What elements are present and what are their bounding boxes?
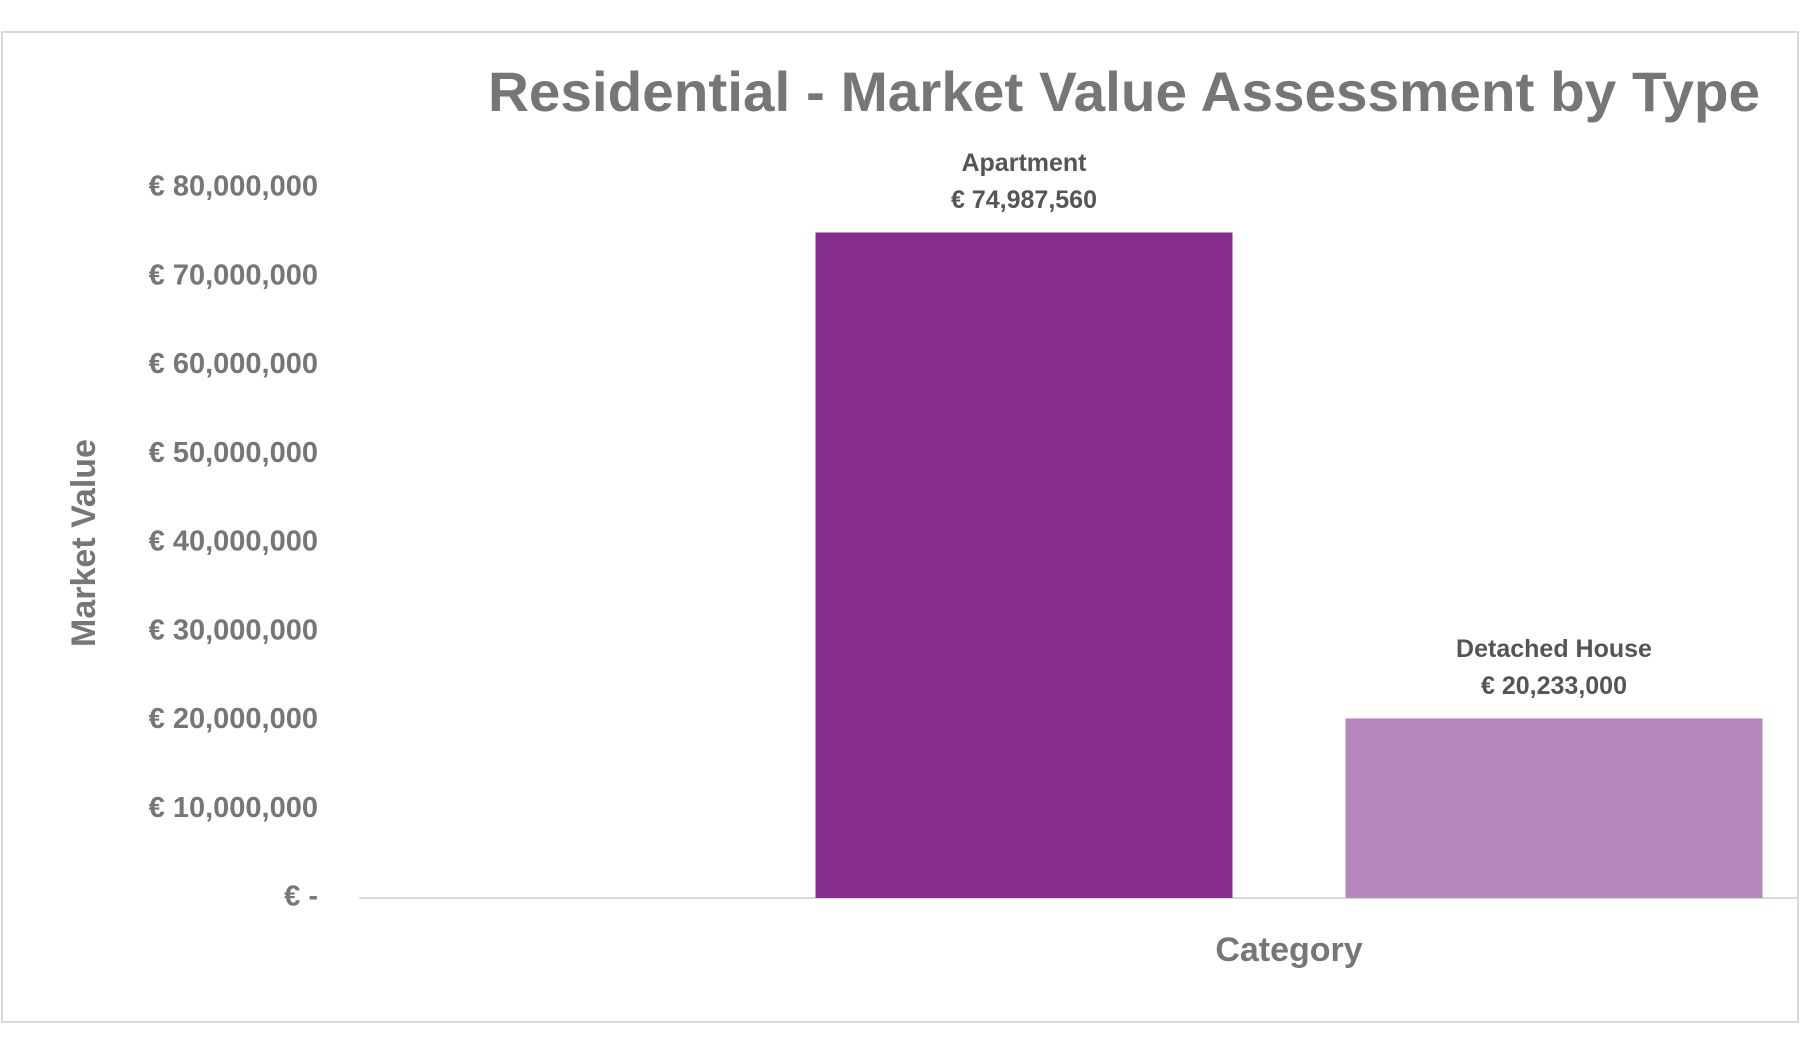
data-label-category: Apartment	[961, 149, 1087, 177]
bar	[815, 232, 1233, 898]
y-tick-label: € 50,000,000	[149, 437, 318, 469]
y-axis-title: Market Value	[65, 439, 103, 647]
y-tick-label: € -	[284, 881, 318, 913]
y-tick-label: € 70,000,000	[149, 259, 318, 291]
data-label-value: € 20,233,000	[1481, 672, 1627, 700]
data-label-category: Detached House	[1456, 635, 1652, 663]
y-tick-label: € 40,000,000	[149, 526, 318, 558]
chart-title: Residential - Market Value Assessment by…	[488, 60, 1760, 123]
bar	[1345, 718, 1763, 898]
y-tick-label: € 10,000,000	[149, 792, 318, 824]
y-tick-label: € 20,000,000	[149, 703, 318, 735]
y-tick-label: € 60,000,000	[149, 348, 318, 380]
data-label-value: € 74,987,560	[951, 186, 1097, 214]
y-tick-label: € 30,000,000	[149, 614, 318, 646]
x-axis-title: Category	[1215, 931, 1362, 969]
y-tick-label: € 80,000,000	[149, 171, 318, 203]
